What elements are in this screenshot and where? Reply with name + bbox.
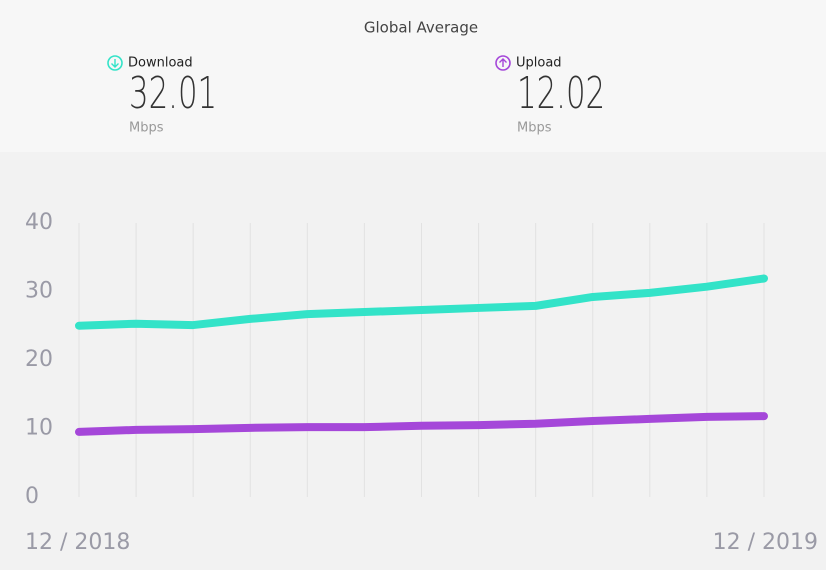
upload-unit: Mbps — [517, 121, 552, 136]
upload-label: Upload — [516, 56, 562, 71]
download-value: 32.01 — [129, 68, 217, 119]
y-tick-label: 10 — [25, 416, 53, 441]
y-tick-label: 40 — [25, 210, 53, 235]
download-icon — [107, 55, 123, 71]
y-tick-label: 20 — [25, 347, 53, 372]
download-label: Download — [128, 56, 193, 71]
upload-arrow — [499, 58, 507, 67]
y-tick-label: 30 — [25, 279, 53, 304]
download-unit: Mbps — [129, 121, 164, 136]
x-tick-label: 12 / 2019 — [713, 530, 818, 555]
y-tick-label: 0 — [25, 484, 39, 509]
x-tick-label: 12 / 2018 — [25, 530, 130, 555]
panel-title: Global Average — [364, 19, 478, 37]
series-line — [75, 274, 768, 330]
upload-icon — [495, 55, 511, 71]
series-line — [75, 412, 768, 436]
download-arrow — [111, 59, 119, 68]
summary-panel — [0, 0, 826, 152]
upload-value: 12.02 — [517, 68, 605, 119]
chart-panel — [0, 152, 826, 570]
